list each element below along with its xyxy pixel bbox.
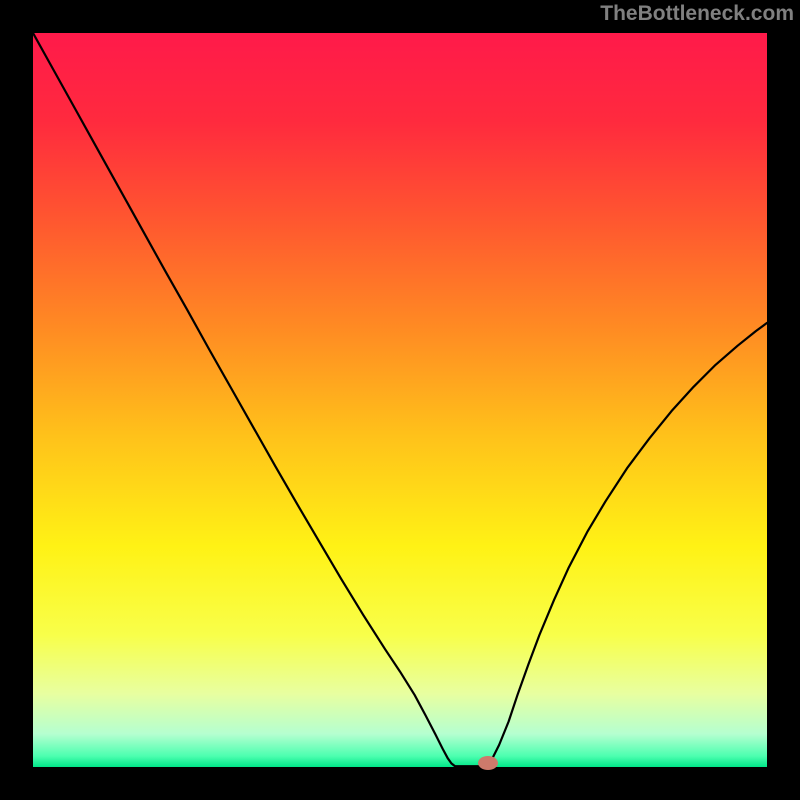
curve-path — [33, 33, 767, 766]
optimal-point-marker — [478, 756, 498, 770]
bottleneck-curve — [33, 33, 767, 767]
plot-area — [33, 33, 767, 767]
chart-container: TheBottleneck.com — [0, 0, 800, 800]
watermark-text: TheBottleneck.com — [600, 0, 800, 26]
